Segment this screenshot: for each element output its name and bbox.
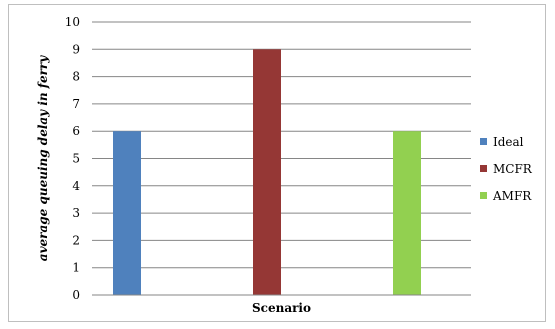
legend-swatch-mcfr	[480, 165, 487, 172]
y-tick-label-9: 9	[72, 42, 80, 56]
bar-mcfr	[253, 49, 281, 295]
bar-amfr	[393, 131, 421, 295]
bar-ideal	[113, 131, 141, 295]
legend-label-amfr: AMFR	[492, 189, 532, 203]
legend-label-ideal: Ideal	[493, 135, 524, 149]
y-tick-label-2: 2	[72, 233, 80, 247]
y-tick-label-5: 5	[72, 152, 80, 166]
y-tick-label-8: 8	[72, 70, 80, 84]
y-tick-label-7: 7	[72, 97, 80, 111]
legend-label-mcfr: MCFR	[493, 162, 533, 176]
bars	[113, 49, 421, 295]
y-tick-label-1: 1	[72, 261, 80, 275]
legend-swatch-ideal	[480, 138, 487, 145]
y-tick-label-10: 10	[65, 15, 80, 29]
y-tick-label-0: 0	[72, 288, 80, 302]
legend: Ideal MCFR AMFR	[480, 135, 533, 203]
legend-swatch-amfr	[480, 192, 487, 199]
y-tick-label-3: 3	[72, 206, 80, 220]
y-axis-ticks: 0 1 2 3 4 5 6 7 8 9 10	[65, 15, 81, 302]
y-axis-label: average queuing delay in ferry	[36, 55, 50, 261]
x-axis-label: Scenario	[252, 301, 311, 315]
y-tick-label-4: 4	[72, 179, 80, 193]
y-tick-label-6: 6	[72, 124, 80, 138]
